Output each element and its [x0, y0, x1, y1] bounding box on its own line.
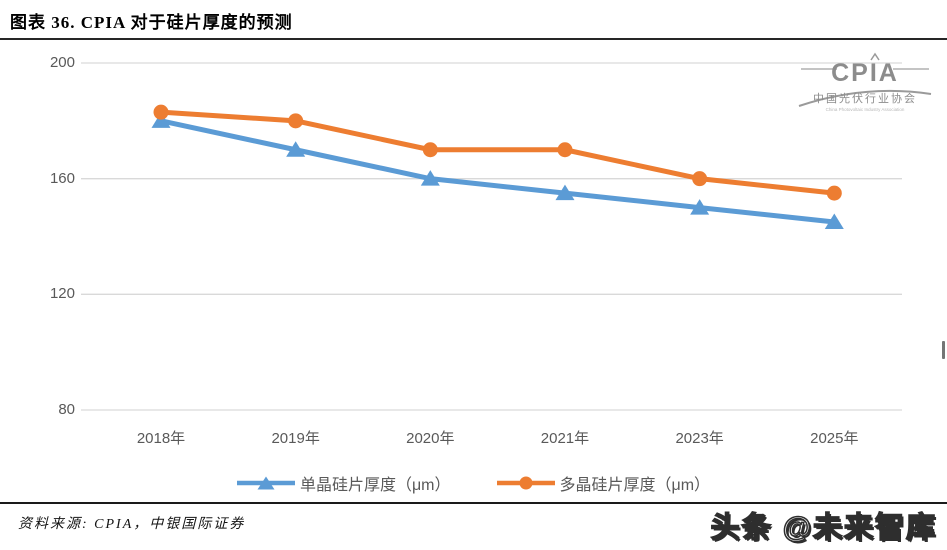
y-axis-tick-label: 160	[49, 169, 75, 187]
y-axis-tick-label: 80	[58, 401, 75, 418]
data-point-marker	[824, 213, 844, 230]
chart-title: 图表 36. CPIA 对于硅片厚度的预测	[10, 13, 293, 32]
legend-label: 多晶硅片厚度（μm）	[559, 477, 711, 494]
x-axis-tick-label: 2020年	[406, 430, 455, 447]
watermark-toutiao: 头条 @未来智库	[710, 511, 937, 545]
footer-divider	[0, 502, 947, 504]
legend-marker-triangle-icon	[236, 476, 295, 490]
x-axis-tick-label: 2019年	[271, 430, 320, 447]
data-point-marker	[286, 141, 306, 157]
title-divider	[0, 38, 947, 40]
legend-marker-circle-icon	[496, 476, 555, 490]
data-point-marker	[555, 184, 575, 201]
legend-item-multi-wafer[interactable]: 多晶硅片厚度（μm）	[496, 471, 711, 495]
series-line-1	[158, 109, 837, 196]
x-axis-tick-label: 2021年	[540, 430, 590, 447]
scrollbar-thumb[interactable]	[942, 341, 945, 359]
data-point-marker	[422, 142, 438, 158]
data-point-marker	[153, 104, 169, 120]
data-point-marker	[151, 112, 171, 128]
chart-legend: 单晶硅片厚度（μm） 多晶硅片厚度（μm）	[0, 471, 947, 495]
logo-wordmark: CPIA	[831, 59, 899, 87]
data-point-marker	[690, 199, 710, 215]
cpia-logo: CPIA 中国光伏行业协会 China Photovoltaic Industr…	[798, 52, 932, 112]
x-axis-tick-label: 2018年	[136, 430, 186, 447]
logo-subtitle: 中国光伏行业协会	[813, 91, 917, 105]
data-point-marker	[692, 171, 708, 187]
legend-circle	[519, 476, 532, 490]
source-note: 资料来源: CPIA，中银国际证券	[18, 517, 246, 532]
legend-label: 单晶硅片厚度（μm）	[299, 477, 451, 494]
line-chart-plot-area	[81, 62, 902, 411]
data-point-marker	[420, 170, 440, 186]
legend-item-mono-wafer[interactable]: 单晶硅片厚度（μm）	[236, 471, 451, 495]
x-axis-tick-label: 2025年	[810, 430, 859, 447]
legend-triangle	[257, 476, 275, 490]
x-axis-tick-label: 2023年	[675, 430, 724, 447]
logo-subtext: China Photovoltaic Industry Association	[826, 107, 905, 112]
data-point-marker	[826, 185, 842, 201]
logo-sun-icon	[870, 52, 880, 61]
y-axis-tick-label: 120	[49, 285, 75, 303]
y-axis-tick-label: 200	[49, 54, 75, 71]
data-point-marker	[288, 113, 304, 129]
series-line-0	[158, 118, 837, 225]
data-point-marker	[557, 142, 573, 158]
logo-arc	[798, 89, 932, 107]
